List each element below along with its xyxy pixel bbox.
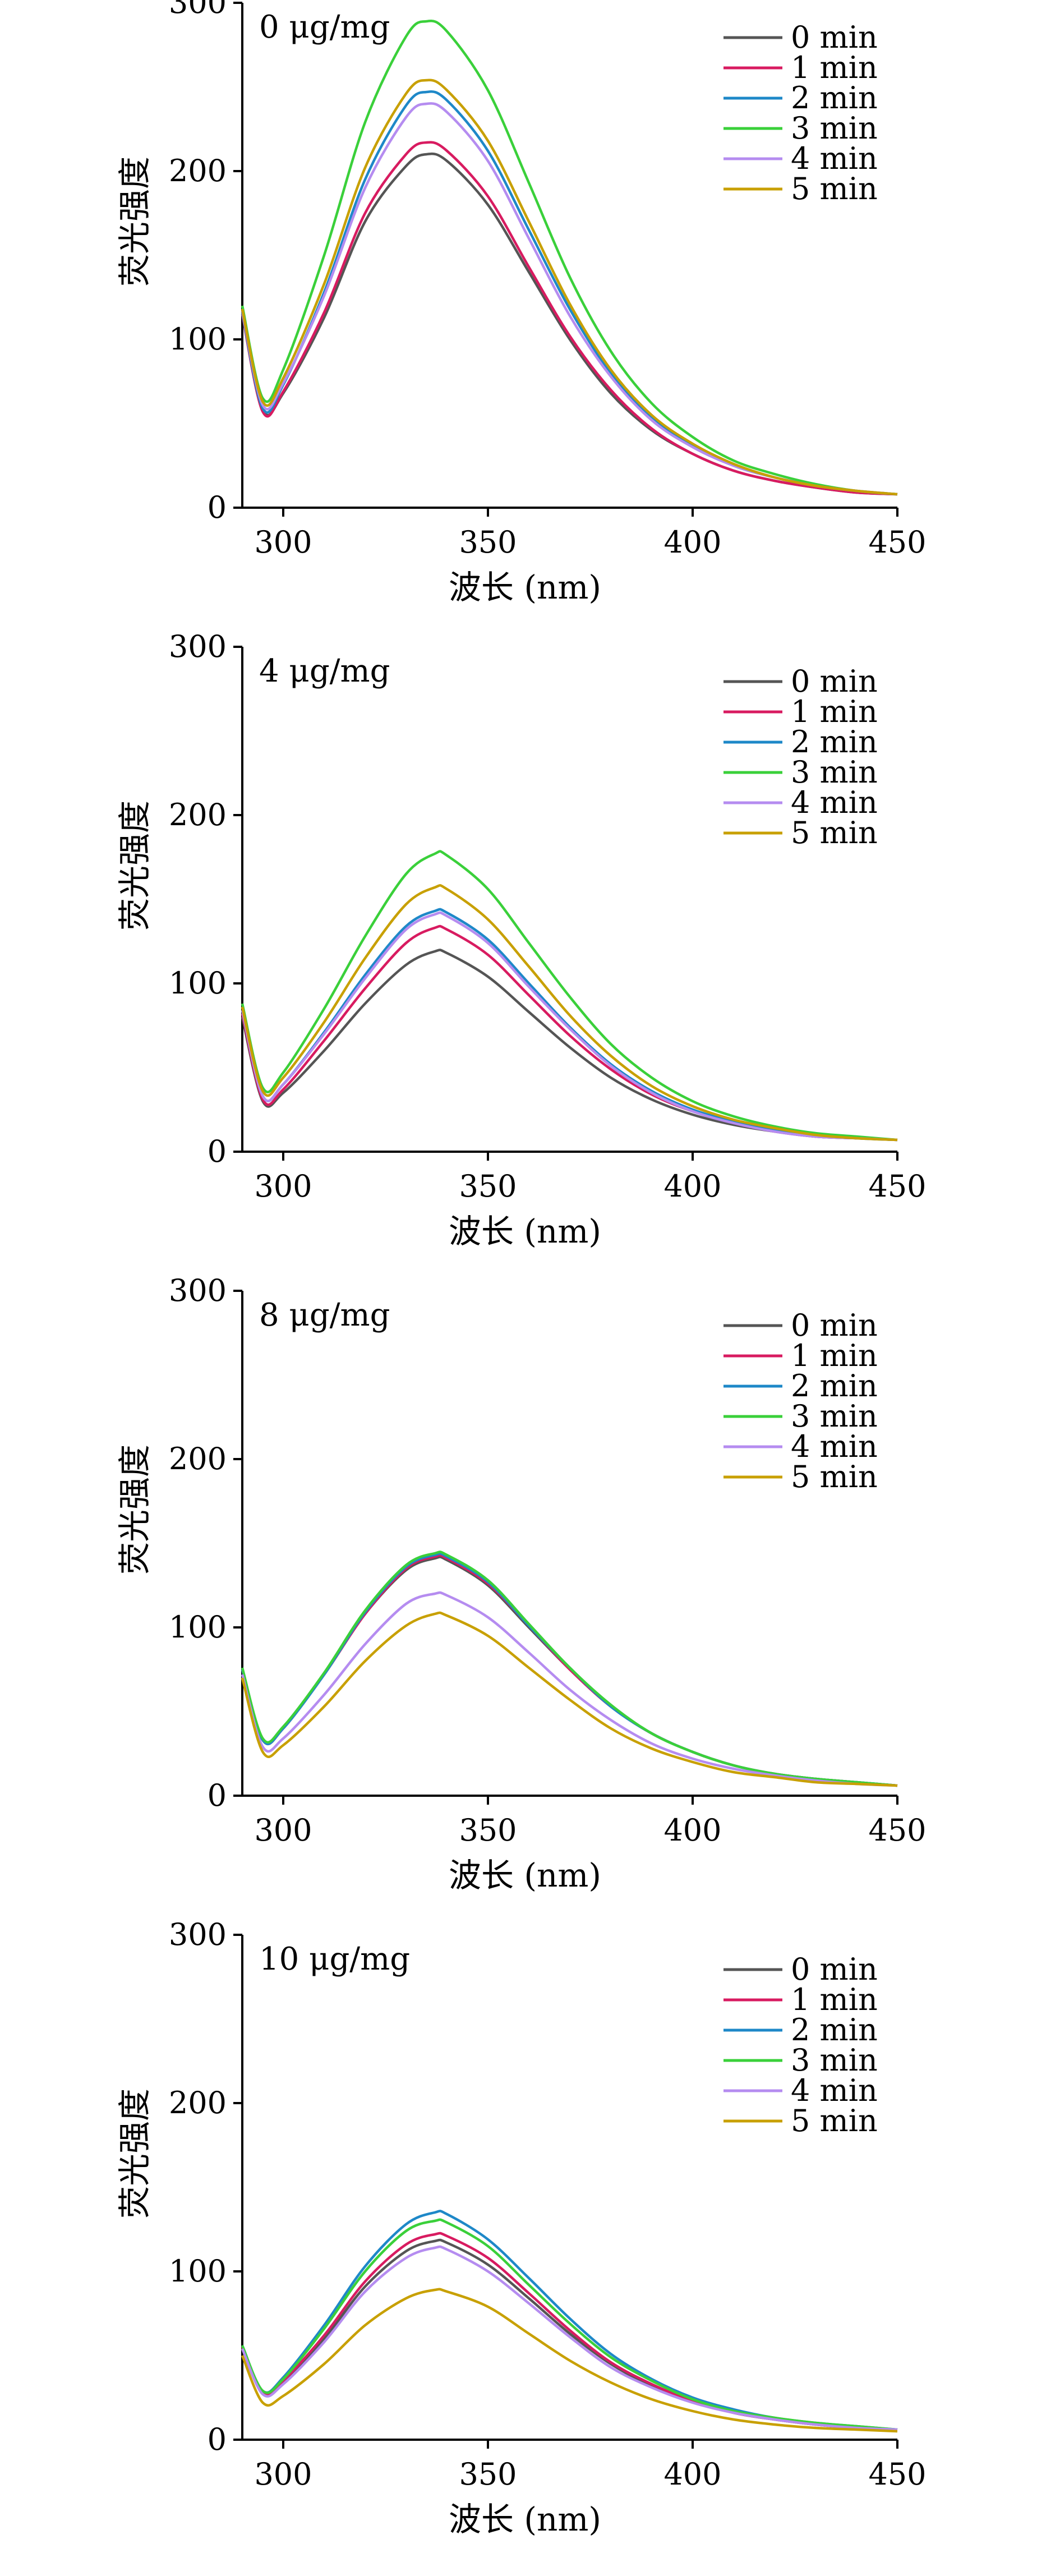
series-line-3min: [241, 2218, 898, 2431]
x-axis-title: 波长 (nm): [449, 2500, 601, 2538]
x-tick-label: 400: [663, 1813, 721, 1848]
y-tick-label: 100: [169, 1609, 227, 1645]
y-tick-label: 0: [208, 1778, 227, 1813]
legend-label: 1 min: [791, 50, 878, 85]
legend-label: 5 min: [791, 815, 878, 850]
y-tick-label: 0: [208, 1134, 227, 1169]
legend-label: 5 min: [791, 1459, 878, 1494]
legend-label: 5 min: [791, 171, 878, 206]
y-axis-title: 荧光强度: [116, 1445, 154, 1575]
series-line-0min: [241, 2238, 898, 2431]
x-tick-label: 300: [254, 2457, 312, 2492]
legend-label: 4 min: [791, 2073, 878, 2108]
x-axis-title: 波长 (nm): [449, 568, 601, 606]
y-tick-label: 0: [208, 490, 227, 525]
x-tick-label: 300: [254, 1813, 312, 1848]
series-line-3min: [241, 850, 898, 1142]
chart-panel-0: 0 100 200 300 300 350 400 450 波长 (nm) 荧光强度 0 μg/mg…: [116, 0, 927, 606]
legend-label: 2 min: [791, 1368, 878, 1404]
y-axis-title: 荧光强度: [116, 801, 154, 931]
legend-label: 2 min: [791, 724, 878, 760]
legend-label: 3 min: [791, 1399, 878, 1434]
x-axis-title: 波长 (nm): [449, 1856, 601, 1894]
series-line-1min: [241, 1554, 898, 1787]
x-tick-label: 350: [459, 1169, 517, 1204]
x-tick-label: 350: [459, 1813, 517, 1848]
y-tick-label: 200: [169, 2085, 227, 2120]
legend-label: 0 min: [791, 664, 878, 699]
series-line-5min: [241, 1611, 898, 1787]
y-axis-title: 荧光强度: [116, 2089, 154, 2219]
x-tick-label: 400: [663, 2457, 721, 2492]
x-tick-label: 450: [868, 1169, 926, 1204]
series-line-3min: [241, 20, 898, 496]
x-tick-label: 350: [459, 2457, 517, 2492]
y-tick-label: 300: [169, 629, 227, 664]
x-tick-label: 450: [868, 2457, 926, 2492]
legend-label: 4 min: [791, 785, 878, 820]
series-line-4min: [241, 2245, 898, 2431]
y-tick-label: 300: [169, 0, 227, 20]
y-tick-label: 100: [169, 321, 227, 357]
series-line-5min: [241, 79, 898, 496]
legend-label: 2 min: [791, 80, 878, 116]
series-line-2min: [241, 908, 898, 1142]
legend-label: 2 min: [791, 2012, 878, 2048]
y-tick-label: 300: [169, 1917, 227, 1952]
panel-title: 0 μg/mg: [259, 9, 390, 45]
series-line-1min: [241, 2232, 898, 2431]
legend-label: 4 min: [791, 1429, 878, 1464]
panel-title: 10 μg/mg: [259, 1941, 410, 1977]
x-tick-label: 450: [868, 1813, 926, 1848]
panel-title: 8 μg/mg: [259, 1297, 390, 1333]
y-tick-label: 0: [208, 2422, 227, 2457]
y-tick-label: 300: [169, 1273, 227, 1308]
legend-label: 0 min: [791, 1952, 878, 1987]
legend-label: 0 min: [791, 20, 878, 55]
x-axis-title: 波长 (nm): [449, 1212, 601, 1250]
x-tick-label: 300: [254, 1169, 312, 1204]
y-tick-label: 200: [169, 797, 227, 832]
legend-label: 1 min: [791, 694, 878, 729]
series-line-3min: [241, 1551, 898, 1787]
series-line-0min: [241, 1556, 898, 1787]
series-line-5min: [241, 2288, 898, 2433]
x-tick-label: 450: [868, 525, 926, 560]
legend-label: 3 min: [791, 2043, 878, 2078]
series-line-1min: [241, 141, 898, 496]
y-tick-label: 200: [169, 153, 227, 188]
chart-panel-2: 0 100 200 300 300 350 400 450 波长 (nm) 荧光强度 8 μg/mg…: [116, 1273, 927, 1894]
y-tick-label: 200: [169, 1441, 227, 1476]
series-line-4min: [241, 911, 898, 1142]
legend-label: 1 min: [791, 1338, 878, 1373]
x-tick-label: 300: [254, 525, 312, 560]
legend-label: 3 min: [791, 755, 878, 790]
legend-label: 1 min: [791, 1982, 878, 2017]
series-line-4min: [241, 1591, 898, 1787]
chart-panel-1: 0 100 200 300 300 350 400 450 波长 (nm) 荧光强度 4 μg/mg…: [116, 629, 927, 1250]
y-tick-label: 100: [169, 965, 227, 1001]
y-tick-label: 100: [169, 2253, 227, 2289]
y-axis-title: 荧光强度: [116, 157, 154, 287]
legend-label: 5 min: [791, 2103, 878, 2138]
legend-label: 4 min: [791, 141, 878, 176]
x-tick-label: 400: [663, 525, 721, 560]
legend-label: 0 min: [791, 1308, 878, 1343]
legend-label: 3 min: [791, 111, 878, 146]
x-tick-label: 350: [459, 525, 517, 560]
x-tick-label: 400: [663, 1169, 721, 1204]
panel-title: 4 μg/mg: [259, 653, 390, 689]
chart-panel-3: 0 100 200 300 300 350 400 450 波长 (nm) 荧光强度 10 μg/m…: [116, 1917, 927, 2538]
series-line-5min: [241, 884, 898, 1142]
